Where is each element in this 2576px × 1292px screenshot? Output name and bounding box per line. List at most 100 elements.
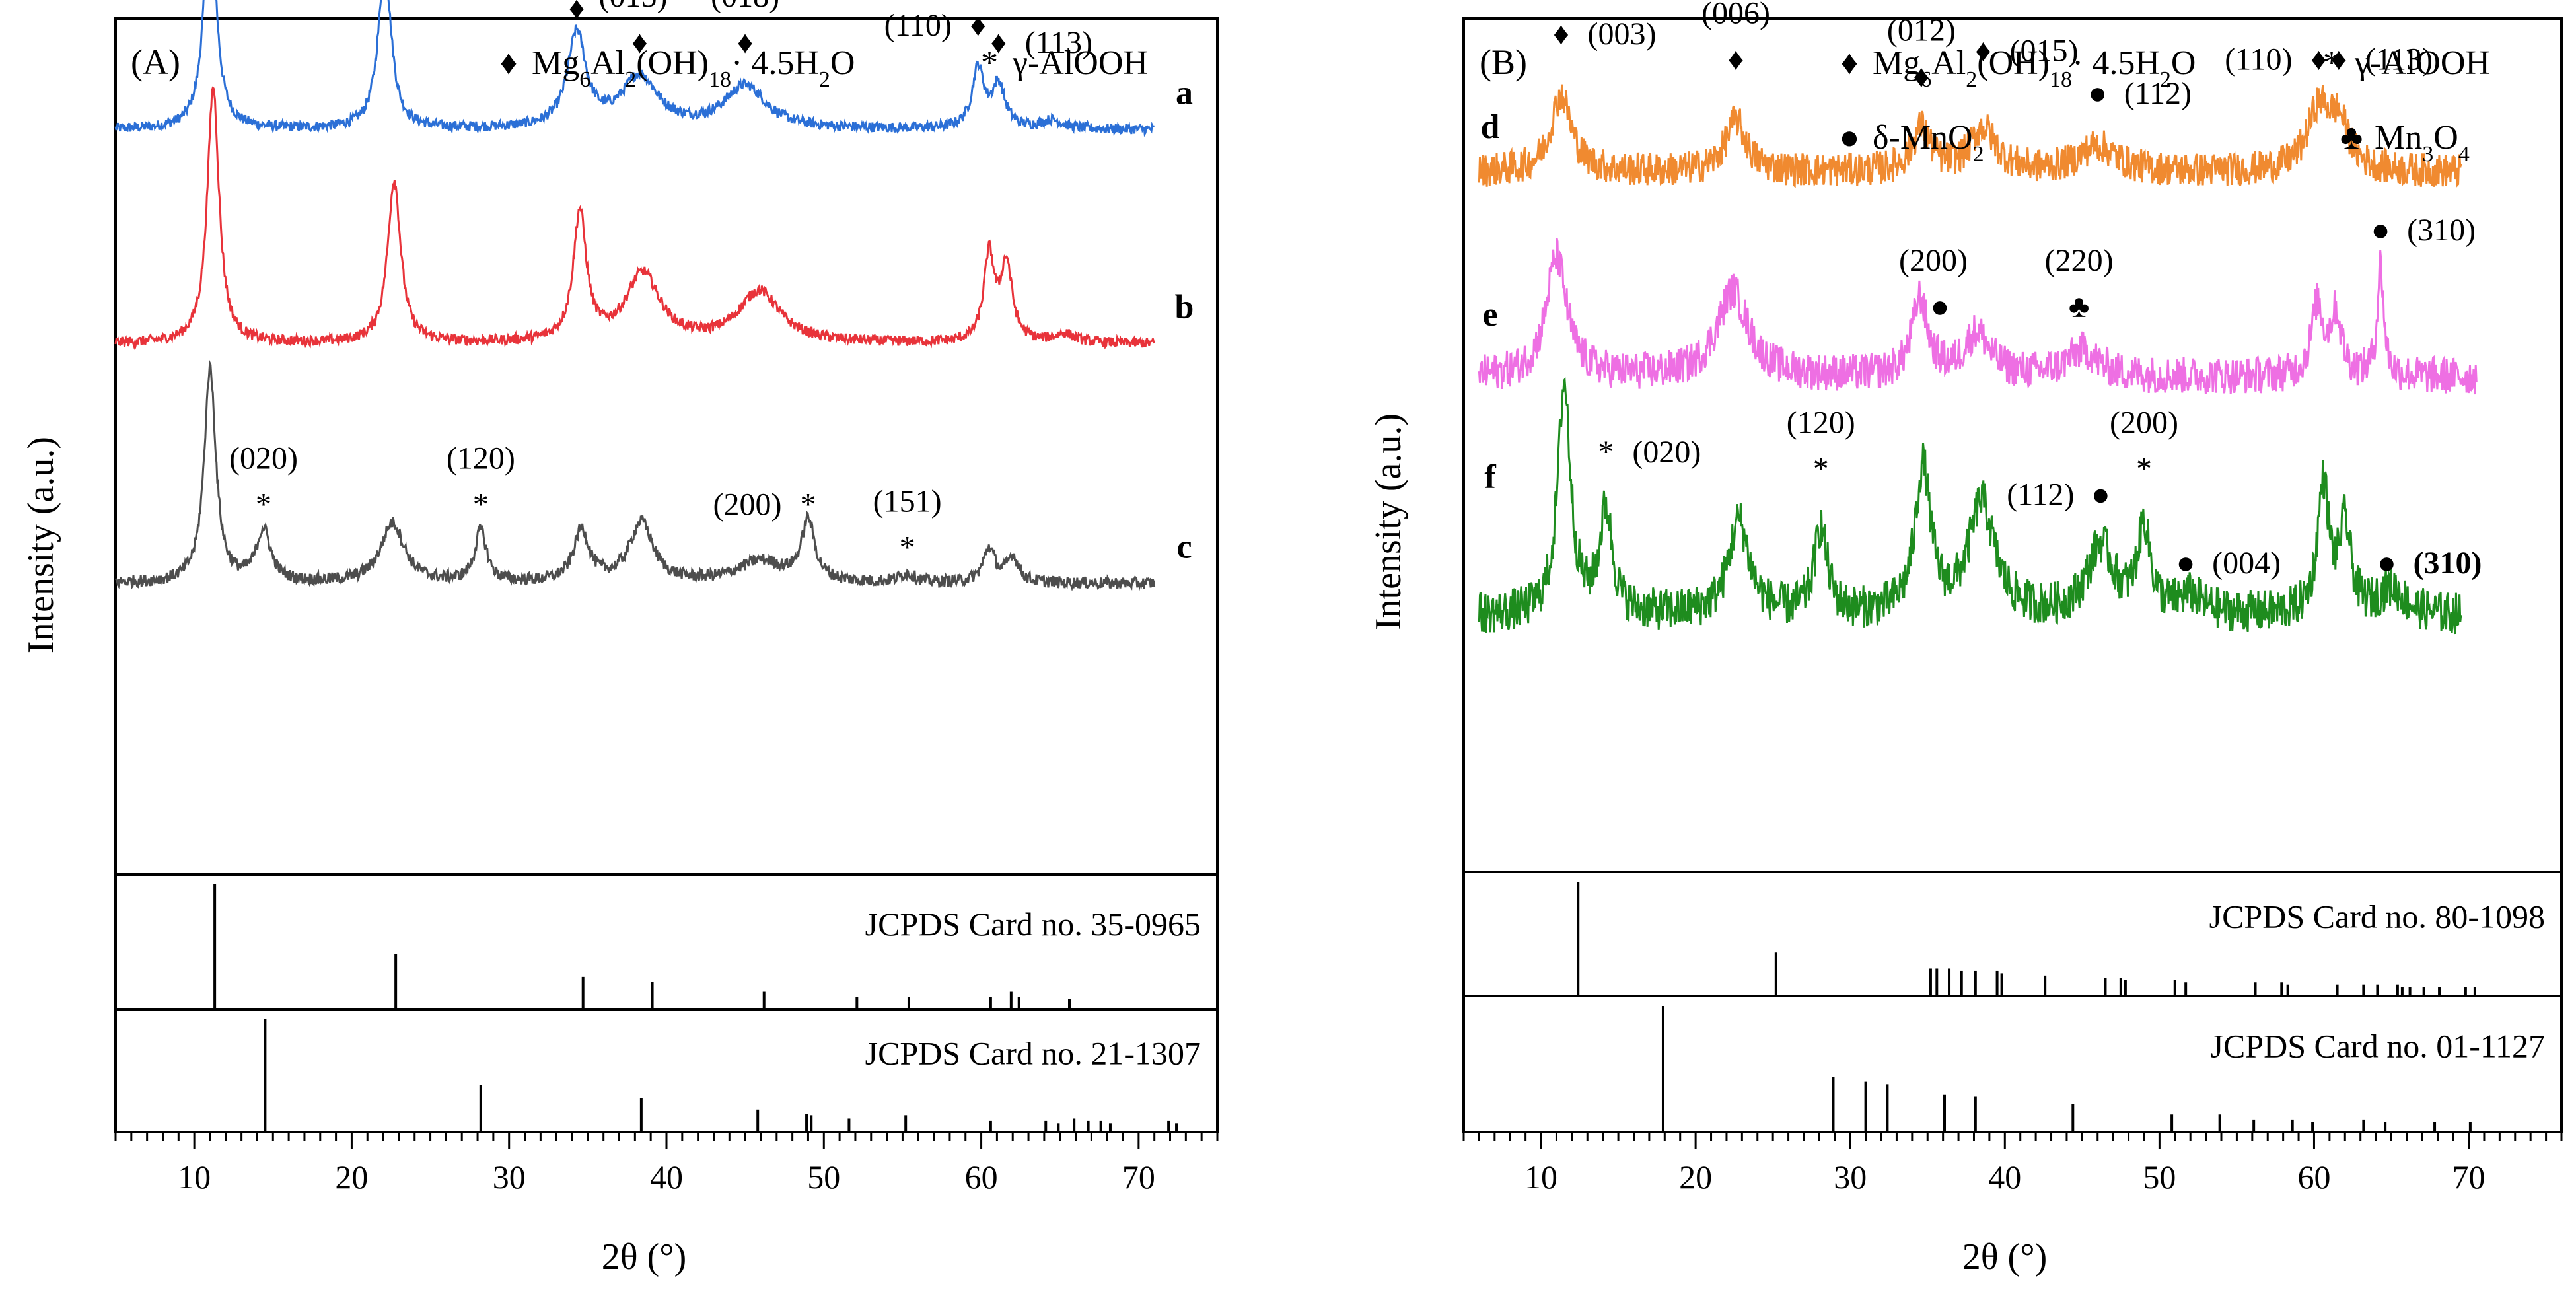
peak-label-015-3: (015): [2010, 34, 2079, 69]
peak-marker-7: *: [256, 487, 271, 522]
peak-marker-8: ♣: [2069, 289, 2090, 324]
peak-marker-12: ●: [2091, 477, 2110, 512]
peak-marker-13: *: [2136, 452, 2152, 487]
sample-label-c: c: [1176, 528, 1192, 565]
peak-label-112-12: (112): [2007, 477, 2074, 512]
peak-marker-6: ♦: [2331, 42, 2347, 77]
panel-a: (A) Intensity (a.u.) 2θ (°) abc♦(003)♦(0…: [20, 0, 1219, 1277]
reference-card-label-0: JCPDS Card no. 80-1098: [2209, 898, 2545, 935]
peak-marker-5: ♦: [2310, 42, 2327, 77]
panel-a-frame: [114, 17, 1219, 1133]
x-tick-label-70: 70: [2452, 1159, 2486, 1196]
sample-label-a: a: [1176, 75, 1193, 112]
sample-label-b: b: [1175, 289, 1194, 326]
legend-symbol-1: *: [981, 44, 998, 82]
peak-label-110-5: (110): [884, 8, 952, 43]
peak-marker-10: *: [900, 530, 915, 565]
x-tick-label-30: 30: [1834, 1159, 1867, 1196]
peak-label-113-6: (113): [2365, 42, 2433, 77]
x-tick-label-10: 10: [1524, 1159, 1557, 1196]
reference-card-label-0: JCPDS Card no. 35-0965: [865, 906, 1201, 943]
peak-marker-7: ●: [1930, 289, 1949, 324]
peak-label-020-10: (020): [1632, 435, 1701, 470]
panel-b-letter: (B): [1480, 42, 1527, 82]
peak-label-151-10: (151): [873, 484, 942, 519]
x-tick-label-40: 40: [1988, 1159, 2021, 1196]
legend-text-mg6al2-oh-18-4-5h2o: Mg6Al2(OH)18· 4.5H2O: [1873, 44, 2196, 92]
legend-text-mn3o4: Mn3O4: [2375, 119, 2470, 166]
peak-label-310-9: (310): [2407, 213, 2476, 248]
panel-a-ylabel: Intensity (a.u.): [20, 437, 61, 653]
peak-label-120-8: (120): [447, 441, 515, 476]
legend-text-mg6al2-oh-18-4-5h2o: Mg6Al2(OH)18· 4.5H2O: [532, 44, 855, 92]
panel-b-ylabel: Intensity (a.u.): [1368, 413, 1409, 630]
series-e-line: [1478, 238, 2478, 395]
peak-marker-9: ●: [2371, 213, 2390, 248]
peak-label-004-14: (004): [2212, 546, 2281, 581]
x-tick-label-60: 60: [2297, 1159, 2330, 1196]
x-tick-label-40: 40: [650, 1159, 683, 1196]
peak-marker-14: ●: [2176, 546, 2196, 581]
peak-marker-3: ♦: [631, 25, 648, 60]
series-d-line: [1478, 84, 2462, 189]
x-tick-label-50: 50: [807, 1159, 840, 1196]
legend-text-alooh: γ-AlOOH: [1012, 44, 1148, 82]
x-tick-label-10: 10: [178, 1159, 211, 1196]
sample-label-d: d: [1481, 108, 1500, 146]
peak-marker-2: ♦: [1914, 59, 1930, 94]
peak-marker-3: ♦: [1975, 34, 1991, 69]
legend-symbol-2: ●: [1839, 119, 1859, 157]
peak-marker-11: *: [1813, 452, 1829, 487]
panel-b-frame: [1462, 17, 2563, 1133]
sample-label-f: f: [1484, 458, 1496, 496]
legend-symbol-1: *: [2323, 44, 2340, 82]
series-c-line: [115, 359, 1156, 592]
peak-label-110-5: (110): [2225, 42, 2292, 77]
peak-marker-1: ♦: [1728, 42, 1744, 77]
peak-label-220-8: (220): [2045, 243, 2114, 278]
reference-card-label-1: JCPDS Card no. 01-1127: [2210, 1028, 2545, 1065]
peak-marker-15: ●: [2377, 546, 2396, 581]
x-tick-label-70: 70: [1122, 1159, 1155, 1196]
peak-marker-9: *: [800, 487, 816, 522]
peak-marker-0: ♦: [1553, 17, 1569, 52]
panel-b: (B) Intensity (a.u.) 2θ (°) d e f ♦ (003) ♦ (0…: [1368, 0, 2563, 1277]
peak-marker-2: ♦: [569, 0, 585, 26]
panel-a-xlabel: 2θ (°): [602, 1237, 687, 1277]
legend-text-alooh: γ-AlOOH: [2354, 44, 2490, 82]
peak-marker-4: ♦: [737, 25, 754, 60]
legend-symbol-3: ♣: [2340, 119, 2363, 157]
peak-label-012-2: (012): [1887, 13, 1956, 48]
legend-text-mno2: δ-MnO2: [1873, 119, 1984, 166]
peak-label-310-15: (310): [2413, 546, 2482, 581]
peak-label-200-9: (200): [713, 487, 781, 522]
peak-label-120-11: (120): [1787, 406, 1855, 441]
x-tick-label-20: 20: [1679, 1159, 1712, 1196]
peak-label-020-7: (020): [229, 441, 298, 476]
peak-label-006-1: (006): [1701, 0, 1770, 31]
series-a-line: [114, 0, 1155, 137]
peak-label-003-0: (003): [1587, 17, 1656, 52]
x-tick-label-60: 60: [965, 1159, 998, 1196]
peak-label-015-3: (015): [599, 0, 668, 14]
peak-label-200-7: (200): [1899, 243, 1968, 278]
peak-label-112-4: (112): [2124, 76, 2192, 111]
panel-b-xlabel: 2θ (°): [1962, 1237, 2048, 1277]
sample-label-e: e: [1482, 296, 1497, 334]
peak-label-018-4: (018): [711, 0, 779, 14]
panel-a-letter: (A): [131, 42, 180, 82]
peak-marker-10: *: [1598, 435, 1614, 470]
peak-label-113-6: (113): [1025, 25, 1092, 60]
legend-symbol-0: ♦: [500, 44, 518, 82]
reference-card-label-1: JCPDS Card no. 21-1307: [865, 1035, 1201, 1072]
peak-label-200-13: (200): [2110, 406, 2178, 441]
x-tick-label-30: 30: [493, 1159, 526, 1196]
series-b-line: [114, 86, 1155, 351]
peak-marker-8: *: [473, 487, 489, 522]
x-tick-label-50: 50: [2143, 1159, 2176, 1196]
series-f-line: [1478, 377, 2462, 635]
x-tick-label-20: 20: [335, 1159, 368, 1196]
peak-marker-5: ♦: [970, 8, 987, 43]
peak-marker-6: ♦: [991, 25, 1007, 60]
